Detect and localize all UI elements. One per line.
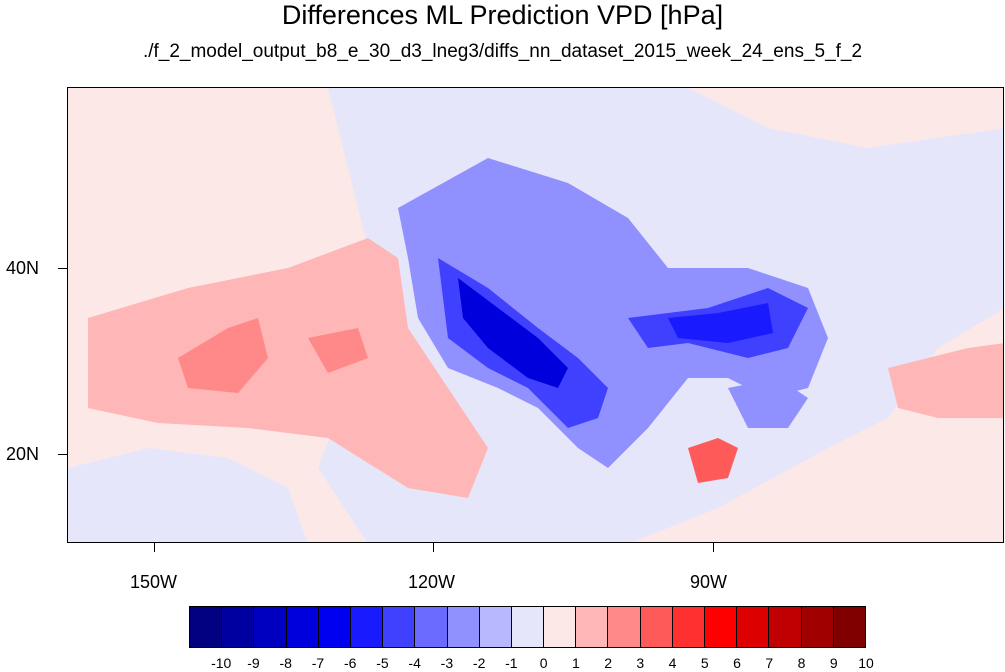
colorbar-box xyxy=(350,607,384,647)
colorbar-box xyxy=(286,607,319,647)
colorbar-box xyxy=(254,607,287,647)
field-region-caribbean-red xyxy=(688,438,738,483)
colorbar-box xyxy=(479,607,512,647)
x-tick-90w-bottom xyxy=(713,543,714,552)
colorbar-box xyxy=(672,607,705,647)
field-region-pacific-pink-dark xyxy=(178,318,368,393)
colorbar-label: -4 xyxy=(408,655,421,671)
y-axis-tick-label: 40N xyxy=(6,258,40,278)
colorbar-box xyxy=(511,607,545,647)
field-region-gulf-blue xyxy=(728,378,808,428)
y-tick-20n-left xyxy=(58,454,67,455)
chart-title: Differences ML Prediction VPD [hPa] xyxy=(281,0,724,30)
field-region-light-blue-bottom xyxy=(68,448,308,542)
y-axis-tick-label: 20N xyxy=(6,444,40,464)
colorbar-box xyxy=(769,607,802,647)
colorbar-box xyxy=(415,607,448,647)
colorbar-label: 9 xyxy=(829,655,838,671)
map-field-svg xyxy=(68,88,1003,542)
colorbar-label: -6 xyxy=(343,655,357,671)
colorbar-label: 4 xyxy=(668,655,677,671)
field-region-atlantic-pink xyxy=(888,343,1003,418)
colorbar-label: -7 xyxy=(311,655,325,671)
colorbar-box xyxy=(383,607,416,647)
field-region-us-blue-deep xyxy=(458,278,568,388)
colorbar-label: -1 xyxy=(505,655,518,671)
colorbar-label: 5 xyxy=(700,655,709,671)
colorbar-box xyxy=(190,607,223,647)
colorbar-box xyxy=(447,607,480,647)
colorbar-label: 2 xyxy=(604,655,612,671)
colorbar-label: 8 xyxy=(797,655,806,671)
colorbar-label: -10 xyxy=(211,655,232,671)
colorbar-box xyxy=(640,607,673,647)
colorbar-label: 6 xyxy=(733,655,741,671)
colorbar-box xyxy=(544,607,577,647)
y-tick-40n-left xyxy=(58,268,67,269)
colorbar-box xyxy=(737,607,770,647)
x-axis-tick-label: 120W xyxy=(408,572,456,592)
colorbar-box xyxy=(576,607,609,647)
colorbar-box xyxy=(608,607,641,647)
colorbar-label: 7 xyxy=(765,655,774,671)
colorbar-label: 0 xyxy=(539,655,548,671)
colorbar-label: -8 xyxy=(279,655,292,671)
field-region-us-blue-mid xyxy=(398,158,828,468)
colorbar-box xyxy=(833,607,865,647)
x-axis-tick-label: 90W xyxy=(690,572,728,592)
colorbar-label: -3 xyxy=(440,655,454,671)
colorbar-label: 1 xyxy=(571,655,580,671)
colorbar-box xyxy=(801,607,834,647)
field-region-southeast-blue-deep xyxy=(668,303,773,343)
colorbar-label: 3 xyxy=(636,655,645,671)
colorbar-box xyxy=(705,607,738,647)
x-tick-120w-bottom xyxy=(433,543,434,552)
colorbar-label: -5 xyxy=(376,655,389,671)
colorbar-label: -9 xyxy=(247,655,260,671)
colorbar xyxy=(189,606,866,648)
colorbar-box xyxy=(318,607,351,647)
chart-subtitle: ./f_2_model_output_b8_e_30_d3_lneg3/diff… xyxy=(142,41,863,62)
colorbar-label: -2 xyxy=(472,655,486,671)
colorbar-label: 10 xyxy=(858,655,874,671)
field-region-pacific-pink xyxy=(88,238,488,498)
x-axis-tick-label: 150W xyxy=(130,572,178,592)
x-tick-150w-bottom xyxy=(154,543,155,552)
colorbar-box xyxy=(222,607,255,647)
map-plot-area xyxy=(67,87,1004,543)
